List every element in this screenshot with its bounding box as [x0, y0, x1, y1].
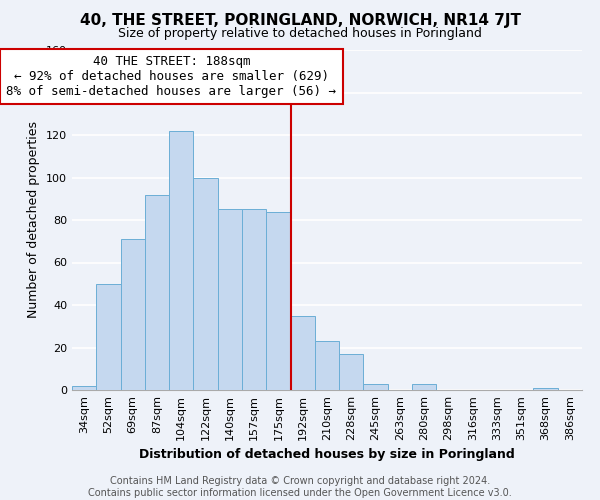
Bar: [533, 388, 558, 390]
Bar: [339, 354, 364, 390]
Bar: [315, 341, 339, 390]
Bar: [266, 212, 290, 390]
Y-axis label: Number of detached properties: Number of detached properties: [28, 122, 40, 318]
Bar: [242, 210, 266, 390]
Bar: [145, 194, 169, 390]
Text: Contains HM Land Registry data © Crown copyright and database right 2024.
Contai: Contains HM Land Registry data © Crown c…: [88, 476, 512, 498]
Text: 40, THE STREET, PORINGLAND, NORWICH, NR14 7JT: 40, THE STREET, PORINGLAND, NORWICH, NR1…: [79, 12, 521, 28]
Text: Size of property relative to detached houses in Poringland: Size of property relative to detached ho…: [118, 28, 482, 40]
Bar: [218, 210, 242, 390]
Bar: [290, 316, 315, 390]
Bar: [96, 284, 121, 390]
Bar: [193, 178, 218, 390]
Bar: [412, 384, 436, 390]
Text: 40 THE STREET: 188sqm
← 92% of detached houses are smaller (629)
8% of semi-deta: 40 THE STREET: 188sqm ← 92% of detached …: [7, 55, 337, 98]
Bar: [72, 386, 96, 390]
Bar: [121, 239, 145, 390]
X-axis label: Distribution of detached houses by size in Poringland: Distribution of detached houses by size …: [139, 448, 515, 462]
Bar: [364, 384, 388, 390]
Bar: [169, 130, 193, 390]
